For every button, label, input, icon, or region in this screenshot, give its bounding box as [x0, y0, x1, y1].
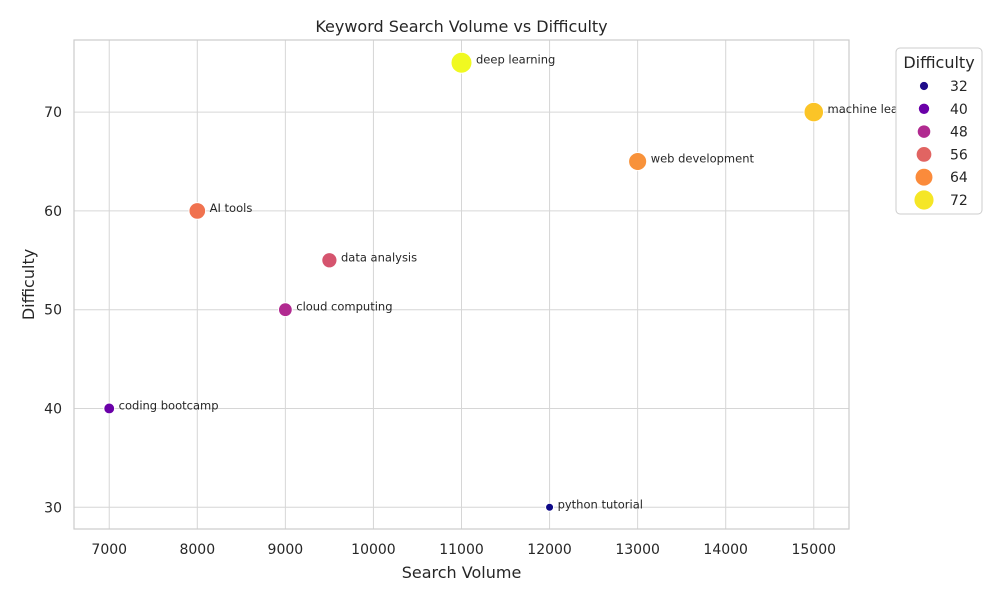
legend-marker — [914, 190, 934, 210]
data-point — [803, 101, 825, 123]
points-layer — [103, 51, 825, 512]
grid-layer — [74, 40, 849, 529]
legend-label: 40 — [950, 102, 968, 118]
point-label: coding bootcamp — [119, 398, 219, 412]
legend-label: 72 — [950, 193, 968, 209]
data-point — [103, 402, 116, 415]
y-tick-label: 60 — [44, 204, 62, 220]
point-label: data analysis — [341, 250, 417, 264]
data-point — [450, 51, 473, 74]
point-label: cloud computing — [296, 300, 392, 314]
x-tick-label: 11000 — [439, 542, 484, 558]
plot-frame — [73, 39, 850, 530]
x-tick-label: 7000 — [91, 542, 127, 558]
legend-marker — [915, 168, 933, 186]
point-label: python tutorial — [558, 497, 643, 511]
x-axis-label: Search Volume — [402, 563, 522, 582]
legend-marker — [916, 147, 932, 162]
point-label: web development — [651, 152, 755, 166]
legend-label: 32 — [950, 79, 968, 95]
legend-marker — [919, 81, 929, 91]
legend-label: 48 — [950, 125, 968, 141]
legend: Difficulty 32 40 48 56 64 72 — [895, 47, 983, 215]
x-tick-label: 8000 — [179, 542, 215, 558]
legend-marker — [918, 103, 930, 114]
ticks-layer: 7000 8000 9000 10000 11000 12000 13000 14000 150… — [44, 105, 836, 558]
x-tick-label: 14000 — [703, 542, 748, 558]
y-tick-label: 30 — [44, 500, 62, 516]
point-label: AI tools — [210, 201, 253, 215]
legend-label: 56 — [950, 147, 968, 163]
data-point — [277, 302, 293, 318]
data-point — [188, 202, 207, 220]
x-tick-label: 15000 — [791, 542, 836, 558]
data-point — [321, 252, 338, 269]
data-point — [628, 151, 648, 172]
y-tick-label: 40 — [44, 401, 62, 417]
x-tick-label: 9000 — [268, 542, 304, 558]
legend-label: 64 — [950, 170, 968, 186]
legend-marker — [917, 125, 931, 138]
data-point — [545, 502, 555, 512]
legend-box — [895, 47, 983, 215]
legend-title: Difficulty — [903, 53, 974, 72]
legend-entries: 32 40 48 56 64 72 — [914, 79, 968, 210]
y-axis-label: Difficulty — [19, 249, 38, 320]
x-tick-label: 12000 — [527, 542, 572, 558]
y-tick-label: 70 — [44, 105, 62, 121]
chart-title: Keyword Search Volume vs Difficulty — [315, 17, 607, 36]
x-tick-label: 10000 — [351, 542, 396, 558]
point-label: deep learning — [476, 53, 555, 67]
x-tick-label: 13000 — [615, 542, 660, 558]
point-labels-layer: python tutorial coding bootcamp cloud comp… — [119, 53, 928, 512]
y-tick-label: 50 — [44, 303, 62, 319]
